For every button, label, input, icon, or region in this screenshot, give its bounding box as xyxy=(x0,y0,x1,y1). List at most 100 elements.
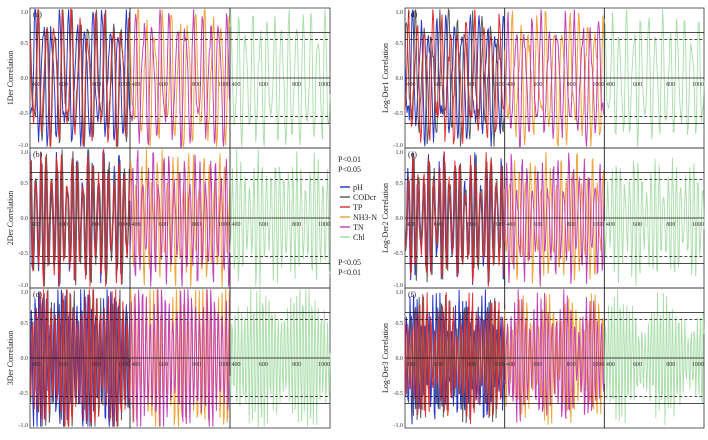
y-tick-label: 0.5 xyxy=(396,41,404,47)
y-tick-label: 1.0 xyxy=(396,150,404,156)
series-line-codcr xyxy=(404,7,506,147)
y-tick-label: 0.5 xyxy=(396,181,404,187)
panel-b: 400 600 800 1000 400 600 800 1000 400 600 800 10001… xyxy=(6,147,331,289)
series-line-tn xyxy=(129,150,231,287)
y-axis-label: Log-Der3 Correlation xyxy=(381,323,390,393)
x-tick-label: 600 xyxy=(434,82,443,88)
p001-label-lower: P<0.01 xyxy=(338,268,361,277)
panel-tag: (f) xyxy=(408,290,416,299)
x-tick-label: 1000 xyxy=(218,222,230,228)
x-tick-label: 1000 xyxy=(592,222,604,228)
x-tick-label: 1000 xyxy=(692,222,704,228)
x-tick-label: 1000 xyxy=(592,362,604,368)
x-tick-label: 600 xyxy=(59,362,68,368)
x-tick-label: 1000 xyxy=(692,362,704,368)
series-line-chl xyxy=(603,157,705,286)
series-line-chl xyxy=(603,289,705,425)
x-tick-label: 400 xyxy=(32,222,41,228)
y-tick-label: -1.0 xyxy=(19,143,29,149)
x-tick-label: 600 xyxy=(434,362,443,368)
x-tick-label: 400 xyxy=(407,362,416,368)
x-tick-label: 1000 xyxy=(218,362,230,368)
y-axis-label: 1Der Correlation xyxy=(6,51,15,105)
x-tick-label: 400 xyxy=(132,82,141,88)
x-tick-label: 800 xyxy=(467,222,476,228)
x-tick-label: 600 xyxy=(259,362,268,368)
y-tick-label: -0.5 xyxy=(394,251,404,257)
x-tick-label: 600 xyxy=(159,82,168,88)
y-tick-label: 0.5 xyxy=(396,321,404,327)
x-tick-label: 400 xyxy=(132,362,141,368)
x-tick-label: 600 xyxy=(533,222,542,228)
x-tick-label: 800 xyxy=(567,222,576,228)
x-tick-label: 400 xyxy=(506,222,515,228)
x-tick-label: 800 xyxy=(567,362,576,368)
x-tick-label: 800 xyxy=(92,362,101,368)
p005-label-lower: P<0.05 xyxy=(338,258,361,267)
x-tick-label: 600 xyxy=(159,222,168,228)
series-line-tn xyxy=(504,289,605,423)
p001-label-upper: P<0.01 xyxy=(338,155,361,164)
y-tick-label: 1.0 xyxy=(396,290,404,296)
x-tick-label: 400 xyxy=(132,222,141,228)
x-tick-label: 1000 xyxy=(493,82,505,88)
y-tick-label: 0.0 xyxy=(396,76,404,82)
x-tick-label: 400 xyxy=(407,82,416,88)
x-tick-label: 1000 xyxy=(218,82,230,88)
x-tick-label: 400 xyxy=(407,222,416,228)
legend-label: TP xyxy=(353,203,363,212)
x-tick-label: 800 xyxy=(292,82,301,88)
y-tick-label: 1.0 xyxy=(21,10,29,16)
y-tick-label: -0.5 xyxy=(19,391,29,397)
series-line-chl xyxy=(603,9,705,147)
x-tick-label: 600 xyxy=(59,222,68,228)
panel-tag: (e) xyxy=(408,150,417,159)
x-tick-label: 400 xyxy=(32,82,41,88)
series-line-ph xyxy=(404,9,506,147)
series-line-ph xyxy=(29,8,131,147)
x-tick-label: 1000 xyxy=(118,82,130,88)
y-tick-label: -0.5 xyxy=(394,111,404,117)
x-tick-label: 400 xyxy=(506,82,515,88)
y-tick-label: 0.0 xyxy=(21,356,29,362)
series-line-tp xyxy=(29,149,131,287)
panel-d: 400 600 800 1000 400 600 800 1000 400 600 800 10001… xyxy=(381,7,705,149)
x-tick-label: 1000 xyxy=(692,82,704,88)
y-tick-label: 0.0 xyxy=(21,216,29,222)
y-tick-label: -1.0 xyxy=(394,423,404,429)
y-tick-label: -0.5 xyxy=(394,391,404,397)
y-tick-label: -0.5 xyxy=(19,251,29,257)
y-tick-label: 0.0 xyxy=(21,76,29,82)
x-tick-label: 400 xyxy=(32,362,41,368)
x-tick-label: 800 xyxy=(292,362,301,368)
x-tick-label: 400 xyxy=(232,222,241,228)
panel-f: 400 600 800 1000 400 600 800 1000 400 600 800 10001… xyxy=(381,287,705,429)
x-tick-label: 800 xyxy=(192,82,201,88)
x-tick-label: 1000 xyxy=(318,362,330,368)
y-axis-label: 2Der Correlation xyxy=(6,191,15,245)
series-line-chl xyxy=(229,9,331,147)
x-tick-label: 800 xyxy=(192,222,201,228)
x-tick-label: 600 xyxy=(159,362,168,368)
x-tick-label: 400 xyxy=(506,362,515,368)
x-tick-label: 600 xyxy=(259,222,268,228)
y-tick-label: 0.5 xyxy=(21,41,29,47)
y-tick-label: 1.0 xyxy=(21,290,29,296)
y-tick-label: 1.0 xyxy=(21,150,29,156)
y-tick-label: -1.0 xyxy=(394,143,404,149)
legend-label: TN xyxy=(353,223,364,232)
legend-label: pH xyxy=(353,183,363,192)
panel-e: 400 600 800 1000 400 600 800 1000 400 600 800 10001… xyxy=(381,147,705,289)
x-tick-label: 1000 xyxy=(118,222,130,228)
x-tick-label: 800 xyxy=(666,82,675,88)
series-line-tn xyxy=(504,9,605,148)
x-tick-label: 1000 xyxy=(318,222,330,228)
panel-c: 400 600 800 1000 400 600 800 1000 400 600 800 10001… xyxy=(6,287,331,429)
x-tick-label: 1000 xyxy=(592,82,604,88)
x-tick-label: 600 xyxy=(434,222,443,228)
x-tick-label: 600 xyxy=(633,82,642,88)
panel-tag: (d) xyxy=(408,10,418,19)
